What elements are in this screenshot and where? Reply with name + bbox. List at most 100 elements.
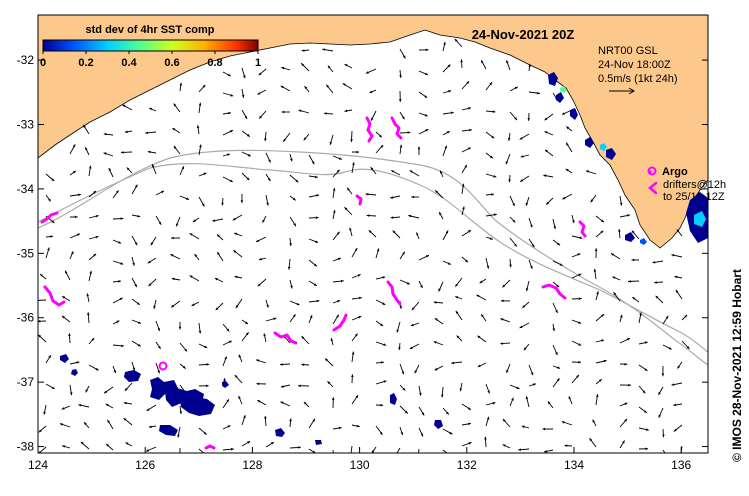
- current-vector: [344, 109, 353, 113]
- current-vector: [409, 170, 420, 177]
- current-vector: [145, 131, 157, 135]
- current-vector: [631, 230, 640, 240]
- current-vector: [543, 174, 554, 178]
- current-vector: [523, 343, 530, 351]
- current-vector: [222, 176, 234, 183]
- current-vector: [519, 175, 530, 183]
- current-vector: [552, 281, 560, 288]
- x-tick-label: 136: [671, 458, 691, 472]
- current-vector: [528, 64, 531, 72]
- current-vector: [179, 195, 190, 201]
- current-vector: [351, 351, 355, 363]
- current-vector: [485, 81, 493, 91]
- current-vector: [332, 449, 334, 453]
- current-vector: [375, 299, 386, 306]
- current-vector: [418, 448, 420, 453]
- current-vector: [69, 215, 78, 219]
- current-vector: [82, 124, 90, 135]
- current-vector: [418, 112, 428, 117]
- current-vector: [652, 260, 664, 264]
- current-vector: [433, 341, 444, 346]
- current-vector: [322, 48, 334, 52]
- current-vector: [411, 301, 420, 311]
- current-vector: [147, 257, 157, 264]
- y-tick-label: -35: [17, 246, 35, 260]
- current-vector: [179, 82, 183, 92]
- current-vector: [461, 183, 465, 195]
- current-vector: [661, 365, 665, 377]
- current-vector: [280, 85, 291, 92]
- current-vector: [234, 232, 243, 237]
- current-vector: [39, 273, 47, 280]
- current-vector: [88, 337, 95, 345]
- current-vector: [442, 64, 451, 73]
- current-vector: [258, 110, 267, 119]
- current-vector: [69, 251, 74, 260]
- current-vector: [150, 236, 157, 246]
- current-vector: [112, 297, 123, 304]
- current-vector: [151, 163, 157, 175]
- current-vector: [595, 215, 605, 223]
- current-vector: [461, 206, 465, 216]
- current-vector: [78, 404, 90, 408]
- current-vector: [562, 193, 573, 200]
- current-vector: [179, 363, 186, 369]
- current-vector: [594, 248, 598, 259]
- current-vector: [179, 165, 185, 176]
- current-vector: [521, 425, 530, 429]
- current-vector: [112, 320, 120, 325]
- current-vector: [619, 383, 631, 387]
- current-vector: [571, 340, 582, 346]
- current-vector: [595, 359, 607, 364]
- current-vector: [256, 382, 267, 386]
- current-vector: [342, 83, 353, 90]
- current-vector: [155, 341, 161, 350]
- current-vector: [153, 299, 157, 309]
- current-vector: [502, 279, 511, 288]
- current-vector: [173, 103, 181, 113]
- current-vector: [301, 363, 310, 366]
- current-vector: [392, 230, 401, 239]
- colorbar-ticks: 0 0.2 0.4 0.6 0.8 1: [40, 51, 261, 69]
- current-vector: [375, 276, 386, 280]
- current-vector: [351, 394, 359, 405]
- current-vector: [131, 277, 138, 288]
- current-vector: [332, 279, 344, 283]
- current-vector: [196, 125, 200, 135]
- y-tick-label: -37: [17, 375, 35, 389]
- current-vector: [631, 258, 640, 262]
- current-vector: [198, 102, 202, 114]
- current-vector: [638, 364, 648, 372]
- current-vector: [87, 312, 90, 324]
- current-vector: [88, 190, 97, 198]
- current-vector: [350, 445, 353, 453]
- current-vector: [240, 193, 244, 204]
- current-vector: [222, 340, 232, 346]
- current-vector: [571, 360, 582, 364]
- current-vector: [509, 195, 516, 207]
- current-vector: [112, 260, 124, 265]
- current-vector: [212, 218, 224, 222]
- current-vector: [61, 405, 71, 410]
- current-vector: [289, 300, 300, 306]
- current-vector: [455, 310, 463, 321]
- current-vector: [124, 382, 133, 392]
- current-vector: [434, 365, 444, 371]
- current-vector: [595, 291, 599, 301]
- current-vector-field: [38, 38, 690, 453]
- current-vector: [461, 147, 472, 153]
- current-vector: [131, 256, 135, 266]
- current-vector: [456, 335, 463, 342]
- current-vector: [399, 384, 406, 391]
- imos-credit: © IMOS 28-Nov-2021 12:59 Hobart: [730, 269, 744, 462]
- current-vector: [418, 70, 429, 76]
- current-vector: [145, 446, 157, 452]
- current-vector: [500, 318, 511, 323]
- current-vector: [332, 314, 340, 325]
- current-vector: [396, 321, 401, 333]
- current-vector: [571, 235, 583, 239]
- sst-stddev-patches: [60, 72, 708, 445]
- current-vector: [370, 110, 377, 122]
- current-vector: [350, 130, 353, 143]
- current-vector: [257, 399, 267, 406]
